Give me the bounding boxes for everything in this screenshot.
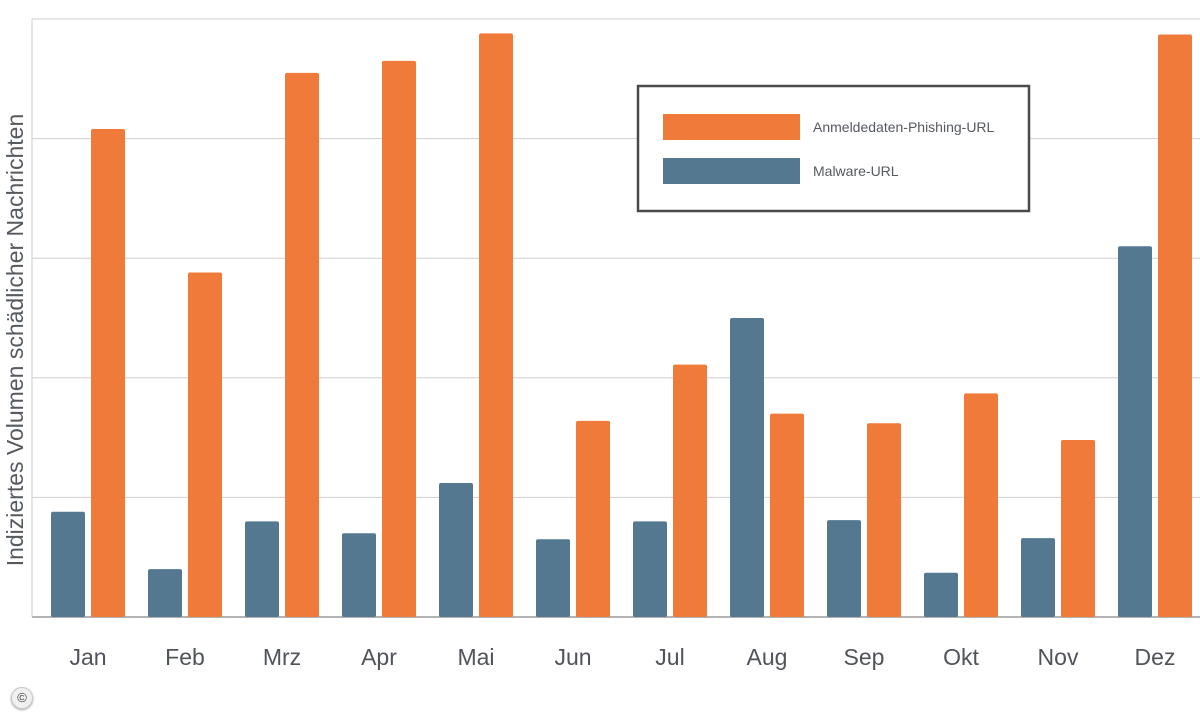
bar-malware-aug — [730, 318, 764, 617]
x-tick-label-mai: Mai — [457, 644, 494, 670]
bar-malware-jun — [536, 539, 570, 617]
x-tick-label-jan: Jan — [69, 644, 106, 670]
bar-malware-jul — [633, 521, 667, 617]
bar-malware-jan — [51, 511, 85, 617]
bar-phishing-mai — [479, 33, 513, 618]
x-tick-label-jul: Jul — [655, 644, 684, 670]
bar-phishing-okt — [964, 393, 998, 617]
bar-malware-sep — [827, 520, 861, 617]
x-tick-label-dez: Dez — [1135, 644, 1176, 670]
grid-lines — [31, 18, 1200, 618]
legend-label-malware: Malware-URL — [813, 163, 899, 179]
x-tick-label-jun: Jun — [554, 644, 591, 670]
bar-phishing-feb — [188, 272, 222, 617]
bar-malware-apr — [342, 533, 376, 617]
x-tick-label-feb: Feb — [165, 644, 205, 670]
bar-malware-mrz — [245, 521, 279, 617]
bar-phishing-aug — [770, 413, 804, 617]
bar-phishing-dez — [1158, 34, 1192, 618]
copyright-icon: © — [11, 687, 33, 709]
bar-malware-nov — [1021, 538, 1055, 617]
bar-phishing-jul — [673, 364, 707, 617]
x-tick-labels: Jan Feb Mrz Apr Mai Jun Jul Aug Sep Okt Nov Dez — [69, 644, 1175, 670]
y-axis-label: Indiziertes Volumen schädlicher Nachrich… — [2, 113, 28, 567]
bars-group — [51, 33, 1192, 618]
bar-phishing-jan — [91, 129, 125, 618]
legend: Anmeldedaten-Phishing-URL Malware-URL — [636, 84, 1031, 213]
bar-malware-mai — [439, 483, 473, 617]
bar-phishing-sep — [867, 423, 901, 617]
legend-label-phishing: Anmeldedaten-Phishing-URL — [813, 119, 995, 135]
bar-malware-feb — [148, 569, 182, 617]
x-tick-label-aug: Aug — [747, 644, 788, 670]
bar-phishing-nov — [1061, 439, 1095, 617]
bar-phishing-mrz — [285, 72, 319, 617]
x-tick-label-okt: Okt — [943, 644, 979, 670]
legend-swatch-malware — [663, 158, 800, 184]
x-tick-label-mrz: Mrz — [263, 644, 301, 670]
bar-malware-okt — [924, 572, 958, 617]
x-tick-label-sep: Sep — [844, 644, 885, 670]
legend-swatch-phishing — [663, 114, 800, 140]
x-tick-label-nov: Nov — [1038, 644, 1079, 670]
bar-malware-dez — [1118, 246, 1152, 618]
x-tick-label-apr: Apr — [361, 644, 397, 670]
legend-box — [636, 84, 1031, 213]
bar-phishing-apr — [382, 60, 416, 618]
bar-phishing-jun — [576, 420, 610, 617]
